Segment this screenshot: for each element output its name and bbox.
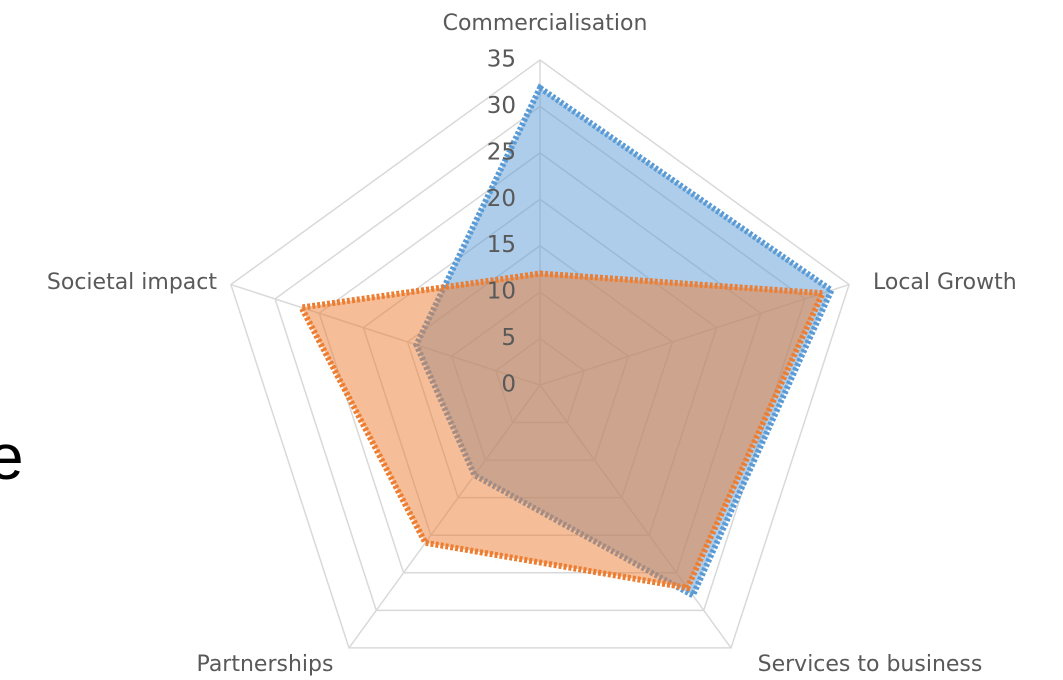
tick-label: 35 <box>487 47 516 73</box>
cropped-slide-text: e <box>0 421 24 493</box>
tick-label: 25 <box>487 139 516 165</box>
tick-label: 10 <box>487 279 516 305</box>
category-label: Local Growth <box>873 270 1017 295</box>
tick-label: 20 <box>487 186 516 212</box>
category-label: Partnerships <box>197 652 334 677</box>
tick-label: 15 <box>487 232 516 258</box>
tick-label: 5 <box>501 325 516 351</box>
category-label: Commercialisation <box>443 11 648 36</box>
category-label: Services to business <box>758 652 983 677</box>
category-label: Societal impact <box>47 270 217 295</box>
tick-label: 30 <box>487 93 516 119</box>
series-area <box>296 270 828 592</box>
tick-label: 0 <box>501 372 516 398</box>
grid-ring <box>230 59 850 649</box>
